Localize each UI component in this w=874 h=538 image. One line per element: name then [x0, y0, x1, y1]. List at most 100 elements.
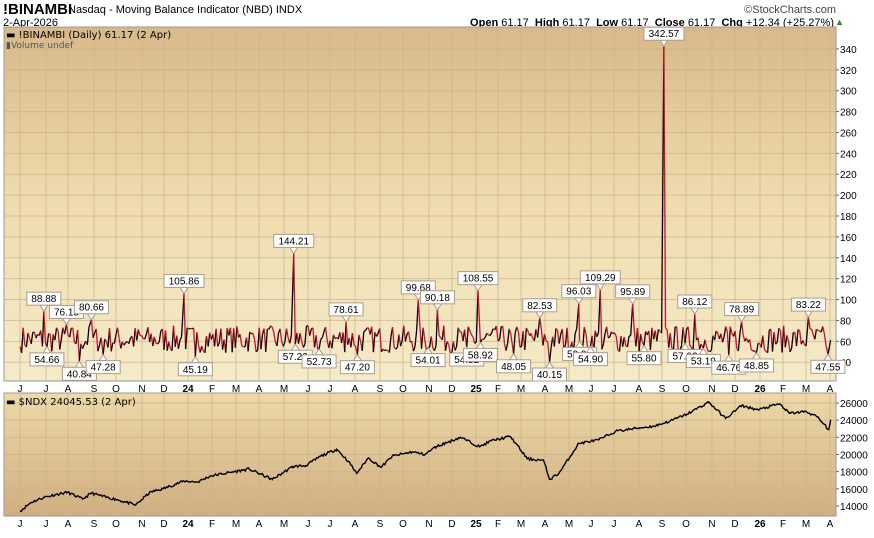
binambi-segment [65, 324, 69, 336]
binambi-segment [455, 327, 459, 347]
binambi-segment [60, 327, 64, 339]
y-tick-label: 20000 [840, 450, 868, 461]
x-tick-label: S [659, 519, 666, 530]
binambi-segment [157, 341, 160, 345]
x-tick-label: A [256, 384, 263, 395]
binambi-segment [483, 336, 486, 340]
binambi-segment [505, 343, 509, 351]
binambi-segment [596, 332, 600, 337]
binambi-segment [403, 325, 407, 342]
binambi-segment [55, 327, 59, 332]
x-tick-label: 26 [754, 519, 766, 530]
y-tick-label: 26000 [840, 399, 868, 410]
x-tick-label: N [138, 384, 145, 395]
annotation-label: 53.19 [691, 356, 716, 367]
binambi-segment [789, 347, 793, 353]
binambi-segment [391, 327, 395, 348]
binambi-segment [172, 325, 176, 347]
binambi-segment [321, 331, 325, 338]
binambi-segment [196, 332, 200, 346]
binambi-segment [97, 345, 101, 352]
value-annotation: 90.18 [419, 290, 455, 311]
y-tick-label: 280 [840, 108, 857, 119]
y-tick-label: 120 [840, 275, 857, 286]
annotation-box [496, 359, 532, 374]
binambi-segment [136, 329, 140, 341]
x-tick-label: D [160, 519, 167, 530]
binambi-segment [110, 342, 114, 352]
binambi-segment [643, 331, 647, 346]
y-tick-label: 180 [840, 212, 857, 223]
x-tick-label: S [659, 384, 666, 395]
binambi-segment [69, 327, 72, 338]
binambi-segment [364, 327, 368, 331]
annotation-box [810, 359, 846, 374]
binambi-legend: ▬ !BINAMBI (Daily) 61.17 (2 Apr) [6, 30, 172, 41]
annotation-box [419, 290, 455, 305]
x-tick-label: F [495, 384, 501, 395]
binambi-segment [184, 327, 188, 350]
x-tick-label: J [612, 519, 617, 530]
binambi-segment [525, 327, 529, 332]
x-tick-label: J [328, 384, 333, 395]
x-tick-label: M [802, 384, 810, 395]
binambi-segment [599, 289, 603, 350]
annotation-box [163, 273, 205, 288]
value-annotation: 52.73 [301, 348, 337, 369]
chg-value: +12.34 (+25.27%) [745, 17, 834, 29]
binambi-segment [795, 329, 799, 347]
x-tick-label: J [44, 519, 49, 530]
binambi-segment [827, 339, 832, 355]
x-tick-label: A [827, 384, 834, 395]
binambi-segment [332, 334, 336, 339]
y-tick-label: 220 [840, 170, 857, 181]
binambi-segment [578, 303, 581, 342]
binambi-segment [302, 344, 306, 348]
y-tick-label: 18000 [840, 468, 868, 479]
binambi-segment [626, 335, 630, 347]
value-annotation: 78.89 [724, 302, 760, 323]
y-tick-label: 24000 [840, 416, 868, 427]
binambi-segment [486, 332, 489, 336]
binambi-segment [186, 327, 190, 330]
binambi-segment [527, 330, 531, 336]
binambi-segment [90, 319, 94, 338]
x-tick-label: A [827, 519, 834, 530]
binambi-segment [220, 328, 224, 350]
annotation-box [532, 367, 568, 382]
value-annotation: 46.76 [711, 354, 747, 375]
annotation-label: 108.55 [463, 274, 494, 285]
binambi-segment [414, 330, 418, 347]
binambi-segment [466, 326, 469, 348]
brand-logo[interactable]: ©StockCharts.com [744, 4, 836, 16]
x-tick-label: A [352, 519, 359, 530]
binambi-segment [35, 333, 39, 339]
binambi-segment [574, 328, 578, 335]
binambi-segment [750, 349, 754, 352]
binambi-segment [797, 329, 801, 332]
binambi-segment [610, 331, 614, 335]
volume-legend-text: Volume undef [10, 41, 74, 51]
binambi-segment [742, 335, 746, 342]
annotation-box [73, 300, 109, 315]
binambi-segment [775, 341, 778, 345]
binambi-segment [657, 328, 661, 332]
ndx-line [19, 400, 832, 513]
binambi-segment [331, 334, 335, 349]
binambi-segment [51, 334, 54, 352]
annotation-box [677, 294, 713, 309]
annotation-box [177, 362, 213, 377]
binambi-segment [539, 317, 542, 330]
value-annotation: 47.28 [85, 353, 121, 375]
binambi-segment [615, 336, 619, 351]
x-tick-label: A [542, 384, 549, 395]
binambi-segment [54, 327, 58, 341]
annotation-box [579, 270, 621, 285]
binambi-segment [728, 326, 731, 356]
binambi-segment [433, 345, 437, 351]
annotation-box [615, 284, 651, 299]
binambi-segment [147, 327, 151, 343]
x-tick-label: F [209, 384, 215, 395]
